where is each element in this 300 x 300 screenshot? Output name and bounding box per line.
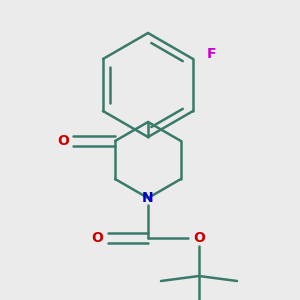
Text: N: N (142, 191, 154, 205)
Text: F: F (206, 47, 216, 61)
Text: O: O (193, 231, 205, 245)
Text: O: O (57, 134, 69, 148)
Text: O: O (91, 231, 103, 245)
